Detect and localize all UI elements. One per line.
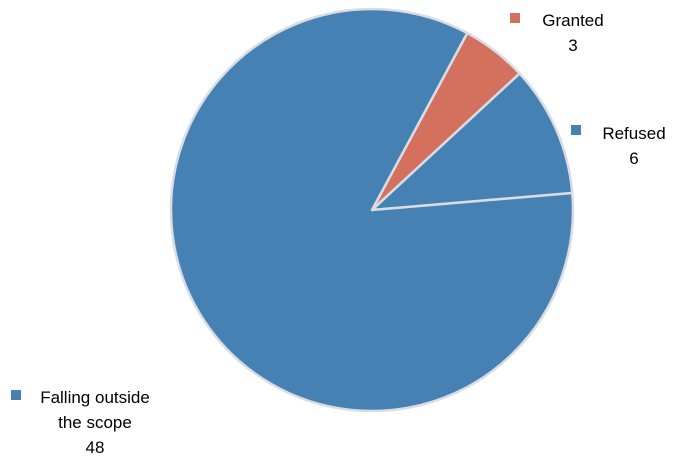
- legend-key-granted: [510, 13, 520, 23]
- pie-slice-falling-outside-the-scope: [169, 7, 575, 413]
- slice-label-falling-outside-the-scope-line-3: 48: [86, 438, 105, 457]
- slice-label-falling-outside-the-scope-line-2: the scope: [58, 413, 132, 432]
- pie-labels: Granted 3 Refused 6 Falling outside the scope…: [11, 11, 666, 457]
- pie-slice-refused: [370, 72, 574, 212]
- slice-label-refused-line-1: Refused: [602, 124, 665, 143]
- pie-slices: [169, 7, 575, 413]
- slice-label-granted-line-2: 3: [568, 36, 577, 55]
- slice-label-falling-outside-the-scope-line-1: Falling outside: [40, 388, 150, 407]
- slice-label-refused-line-2: 6: [629, 149, 638, 168]
- legend-key-refused: [571, 125, 581, 135]
- slice-label-granted-line-1: Granted: [542, 11, 603, 30]
- legend-key-falling-outside-the-scope: [11, 390, 21, 400]
